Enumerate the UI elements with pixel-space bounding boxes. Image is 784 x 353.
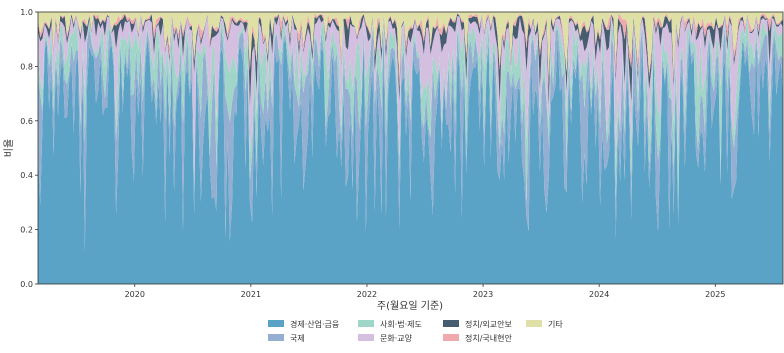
x-tick-label: 2021 [241, 290, 261, 299]
legend-label: 국제 [290, 334, 305, 343]
legend-label: 정치/국내현안 [465, 333, 512, 343]
x-tick-label: 2020 [125, 290, 145, 299]
legend-label: 정치/외교안보 [465, 319, 512, 329]
area-series-4 [38, 13, 783, 107]
legend-swatch [526, 320, 542, 327]
area-series-0 [38, 30, 783, 284]
y-tick-label: 0.0 [20, 280, 33, 289]
legend-swatch [268, 334, 284, 341]
y-tick-label: 0.8 [20, 62, 33, 71]
x-tick-label: 2024 [589, 290, 609, 299]
area-series-1 [38, 23, 783, 252]
plot-frame [37, 11, 784, 285]
y-tick-label: 0.6 [20, 117, 33, 126]
legend-swatch [358, 320, 374, 327]
area-series-2 [38, 17, 783, 215]
x-axis-label: 주(월요일 기준) [377, 300, 443, 312]
x-tick-label: 2025 [705, 290, 725, 299]
legend-label: 문화·교양 [380, 334, 413, 343]
area-layers [38, 12, 783, 284]
axes: 0.0 0.2 0.4 0.6 0.8 1.0 2020 2021 2022 2023 2024 20… [20, 8, 784, 299]
legend-swatch [443, 320, 459, 327]
area-series-5 [38, 12, 783, 88]
y-tick-label: 0.4 [20, 171, 33, 180]
area-series-3 [38, 13, 783, 186]
legend-swatch [358, 334, 374, 341]
legend-label: 사회·법·제도 [380, 319, 422, 329]
x-tick-label: 2022 [357, 290, 377, 299]
y-tick-label: 0.2 [20, 226, 33, 235]
legend-swatch [443, 334, 459, 341]
legend-label: 기타 [548, 320, 563, 329]
legend-swatch [268, 320, 284, 327]
legend-label: 경제·산업·금융 [290, 319, 339, 329]
area-series-6 [38, 12, 783, 78]
y-tick-label: 1.0 [20, 8, 33, 17]
y-axis-label: 비율 [3, 139, 15, 157]
x-tick-label: 2023 [473, 290, 493, 299]
